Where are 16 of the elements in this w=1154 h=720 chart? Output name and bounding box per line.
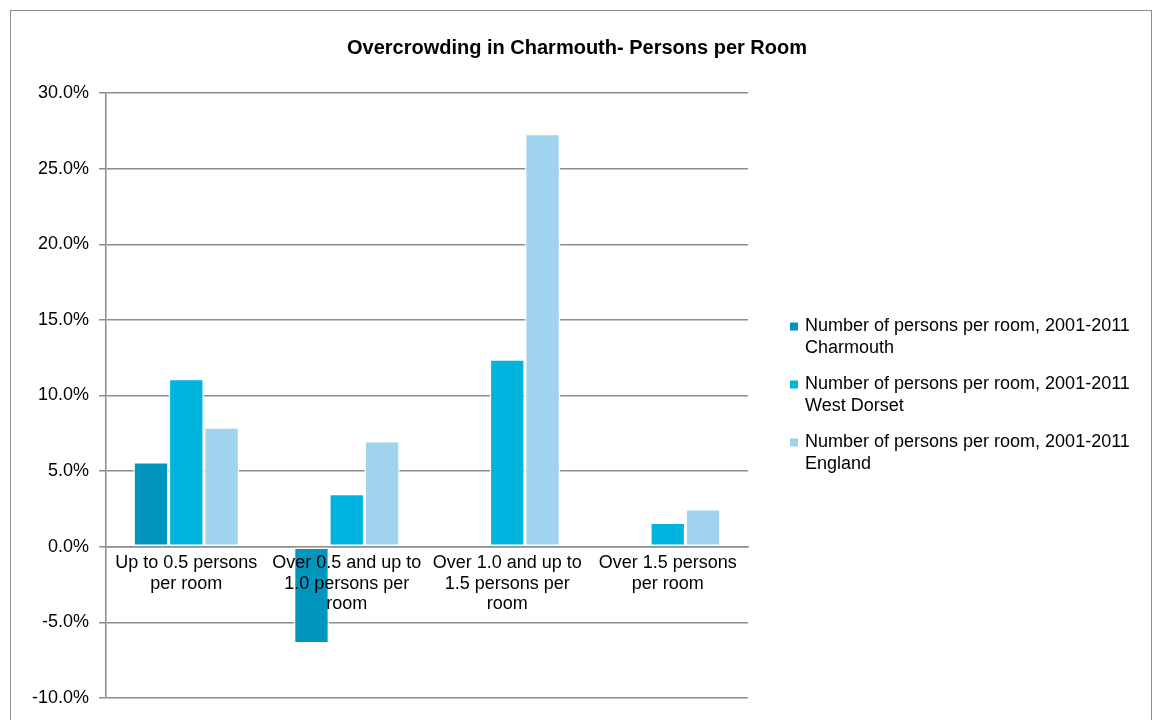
y-tick-label: 0.0% bbox=[48, 535, 90, 556]
y-tick-label: 15.0% bbox=[37, 308, 90, 329]
x-tick-label: Over 1.0 and up to 1.5 persons per room bbox=[432, 552, 582, 614]
legend-label: Number of persons per room, 2001-2011 Charmouth bbox=[805, 315, 1130, 358]
y-tick-label: 25.0% bbox=[37, 157, 90, 178]
chart-title: Overcrowding in Charmouth- Persons per Room bbox=[346, 35, 808, 58]
y-tick-label: 5.0% bbox=[48, 460, 90, 481]
y-tick-label: -5.0% bbox=[42, 611, 90, 632]
y-tick-label: 10.0% bbox=[37, 384, 90, 405]
y-tick-label: 20.0% bbox=[37, 233, 90, 254]
legend-label: Number of persons per room, 2001-2011 West Dorset bbox=[805, 373, 1130, 416]
x-tick-label: Over 1.5 persons per room bbox=[598, 552, 737, 593]
x-tick-label: Up to 0.5 persons per room bbox=[115, 552, 258, 593]
legend-label: Number of persons per room, 2001-2011 England bbox=[805, 431, 1130, 474]
y-tick-label: 30.0% bbox=[37, 81, 90, 102]
y-tick-label: -10.0% bbox=[31, 686, 90, 707]
